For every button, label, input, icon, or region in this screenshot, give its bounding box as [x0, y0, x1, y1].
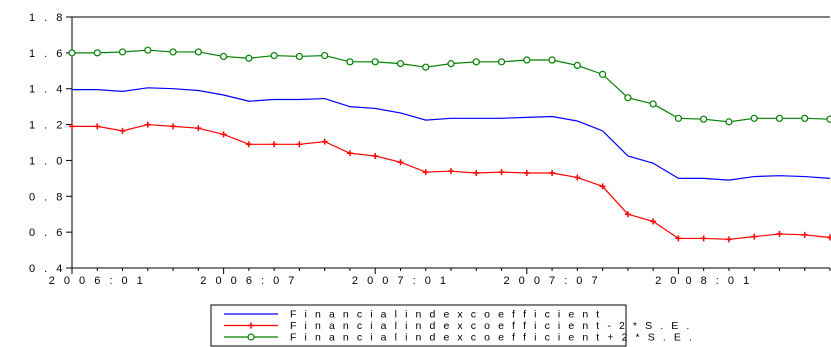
data-point: [144, 121, 151, 128]
data-point: [245, 54, 253, 62]
data-point: [472, 58, 480, 66]
data-point: [624, 211, 631, 218]
data-point: [674, 114, 683, 122]
data-point: [295, 52, 303, 61]
data-point: [68, 49, 76, 57]
data-point: [119, 127, 126, 134]
data-point: [321, 138, 328, 145]
data-point: [118, 48, 127, 56]
data-point: [498, 169, 505, 176]
data-point: [422, 63, 430, 71]
x-tick-label: 2 0 0 6 : 0 1: [49, 275, 146, 287]
data-point: [776, 230, 783, 237]
x-tick-label: 2 0 0 7 : 0 7: [504, 275, 601, 287]
legend-box: [210, 304, 627, 347]
data-point: [473, 169, 480, 176]
data-point: [372, 152, 379, 159]
data-point: [396, 60, 405, 68]
data-point: [700, 235, 707, 242]
series-line: [72, 123, 831, 240]
y-tick-label: 1 . 2: [29, 120, 65, 132]
data-point: [270, 51, 278, 60]
data-point: [346, 150, 353, 157]
x-tick-label: 2 0 0 8 : 0 1: [655, 275, 752, 287]
y-tick-label: 1 . 4: [29, 84, 65, 96]
data-point: [397, 159, 404, 166]
y-tick-label: 0 . 8: [29, 191, 65, 203]
data-point: [826, 115, 831, 123]
x-axis: 2 0 0 6 : 0 1 2 0 0 6 : 0 7 2 0 0 7 : 0 1 2…: [49, 268, 831, 287]
data-point: [548, 56, 556, 64]
data-point: [624, 94, 632, 102]
series-1: [71, 87, 831, 181]
data-point: [271, 141, 278, 148]
data-point: [144, 46, 152, 54]
data-point: [725, 236, 732, 243]
data-point: [750, 114, 758, 122]
data-point: [801, 231, 808, 238]
x-tick-label: 2 0 0 7 : 0 1: [352, 275, 449, 287]
legend-label: F i n a n c i a l i n d e x c o e f f i …: [290, 309, 602, 321]
legend: F i n a n c i a l i n d e x c o e f f i …: [210, 304, 695, 347]
series-2: [69, 121, 831, 243]
data-point: [69, 123, 75, 130]
data-point: [599, 183, 606, 190]
data-point: [321, 51, 329, 60]
plot-frame: [71, 16, 830, 269]
data-point: [801, 114, 809, 122]
data-point: [650, 218, 657, 225]
data-point: [725, 118, 733, 126]
legend-label: F i n a n c i a l i n d e x c o e f f i …: [290, 320, 692, 332]
data-point: [220, 131, 227, 138]
y-axis: 0 . 4 0 . 6 0 . 8 1 . 0 1 . 2 1 . 4 1 . 6 1 . 8: [29, 12, 72, 275]
data-point: [827, 234, 831, 241]
data-point: [245, 141, 252, 148]
series-3: [68, 46, 831, 126]
data-point: [700, 115, 708, 123]
data-point: [574, 174, 581, 181]
data-point: [573, 61, 581, 70]
data-point: [296, 141, 303, 148]
data-point: [523, 169, 530, 176]
y-tick-label: 0 . 6: [29, 227, 65, 239]
legend-label: F i n a n c i a l i n d e x c o e f f i …: [290, 332, 695, 344]
data-point: [371, 58, 379, 66]
data-point: [93, 49, 101, 57]
data-point: [523, 56, 531, 64]
y-tick-label: 1 . 6: [29, 48, 65, 60]
data-point: [649, 100, 657, 108]
data-point: [448, 168, 454, 175]
data-point: [220, 52, 228, 61]
y-tick-label: 1 . 0: [29, 155, 65, 167]
x-tick-label: 2 0 0 6 : 0 7: [200, 275, 297, 287]
data-point: [195, 125, 202, 132]
data-point: [549, 169, 556, 176]
data-point: [422, 169, 429, 176]
series-layer: [68, 46, 831, 243]
y-tick-label: 1 . 8: [29, 12, 65, 24]
data-point: [94, 123, 101, 130]
legend-swatch-marker: [248, 322, 254, 329]
data-point: [598, 70, 607, 78]
legend-swatch-marker: [247, 333, 255, 341]
data-point: [346, 58, 354, 66]
data-point: [170, 123, 177, 130]
data-point: [169, 48, 177, 56]
data-point: [447, 60, 455, 68]
data-point: [751, 233, 758, 240]
data-point: [675, 235, 682, 242]
data-point: [194, 48, 202, 56]
series-line: [72, 87, 831, 181]
data-point: [497, 58, 506, 66]
data-point: [775, 114, 784, 122]
y-tick-label: 0 . 4: [29, 263, 65, 275]
